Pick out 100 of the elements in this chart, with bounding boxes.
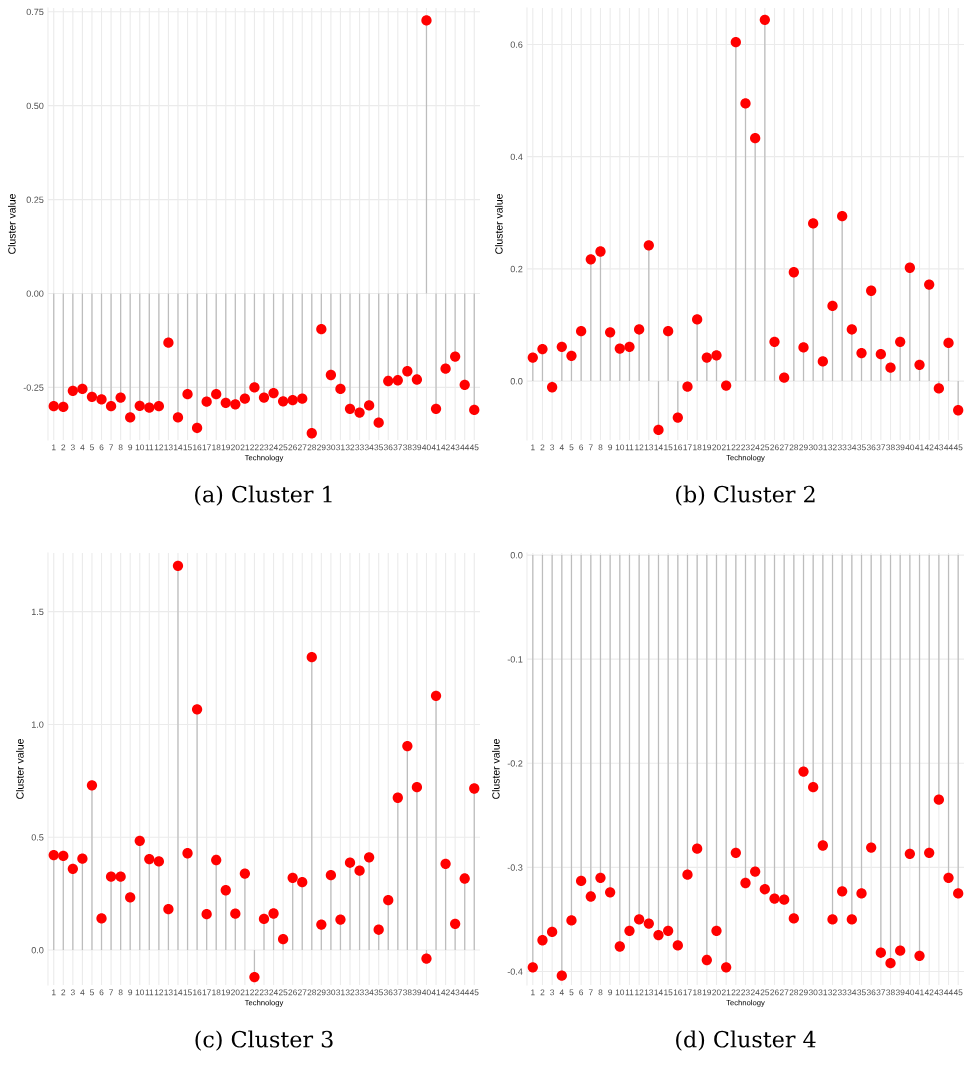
x-tick-label: 7: [109, 444, 113, 451]
x-tick-label: 12: [154, 989, 164, 996]
x-tick-label: 9: [608, 444, 613, 451]
x-tick-label: 27: [779, 444, 789, 451]
x-tick-label: 40: [422, 444, 431, 451]
y-axis-title: Cluster value: [495, 194, 503, 254]
x-tick-label: 18: [693, 444, 702, 451]
x-tick-label: 24: [750, 989, 760, 996]
x-tick-label: 40: [905, 444, 915, 451]
x-tick-label: 15: [183, 444, 192, 451]
y-tick-label: -0.2: [507, 760, 523, 767]
y-tick-label: 0.6: [510, 41, 523, 48]
x-tick-label: 36: [383, 444, 393, 451]
x-tick-label: 38: [403, 989, 412, 996]
x-tick-label: 30: [326, 444, 336, 451]
x-tick-label: 34: [364, 444, 374, 451]
x-tick-label: 22: [250, 989, 259, 996]
x-tick-label: 16: [673, 444, 683, 451]
x-tick-label: 23: [259, 989, 269, 996]
x-tick-label: 33: [837, 444, 847, 451]
x-tick-label: 44: [460, 989, 470, 996]
x-tick-label: 32: [345, 444, 355, 451]
x-tick-label: 30: [808, 444, 818, 451]
x-tick-label: 36: [866, 444, 876, 451]
x-tick-label: 20: [712, 989, 721, 996]
x-tick-label: 39: [895, 989, 905, 996]
x-tick-label: 35: [374, 989, 383, 996]
x-tick-label: 43: [934, 989, 944, 996]
y-axis-title: Cluster value: [492, 739, 500, 799]
x-tick-label: 31: [818, 989, 828, 996]
x-tick-label: 35: [857, 444, 866, 451]
x-tick-label: 12: [635, 989, 644, 996]
x-tick-label: 44: [944, 444, 953, 451]
x-tick-label: 20: [231, 989, 240, 996]
x-tick-label: 29: [317, 989, 326, 996]
x-tick-label: 37: [876, 444, 886, 451]
x-tick-label: 15: [664, 989, 673, 996]
x-tick-label: 16: [673, 989, 683, 996]
y-tick-label: 0.75: [26, 8, 44, 16]
x-tick-label: 20: [712, 444, 721, 451]
x-tick-label: 17: [683, 989, 692, 996]
x-tick-label: 11: [625, 989, 634, 996]
x-tick-label: 19: [702, 444, 712, 451]
x-tick-label: 32: [828, 989, 837, 996]
x-tick-label: 40: [422, 989, 431, 996]
x-tick-label: 34: [364, 989, 374, 996]
x-tick-label: 35: [857, 989, 866, 996]
x-tick-label: 42: [441, 989, 450, 996]
x-tick-label: 10: [615, 989, 625, 996]
y-tick-label: 0.5: [31, 834, 44, 841]
x-tick-label: 17: [202, 989, 211, 996]
x-tick-label: 44: [944, 989, 953, 996]
x-tick-label: 3: [550, 444, 555, 451]
x-tick-label: 39: [412, 444, 422, 451]
x-tick-label: 31: [818, 444, 828, 451]
x-tick-label: 7: [588, 989, 593, 996]
x-tick-label: 5: [89, 444, 94, 451]
x-tick-label: 4: [559, 989, 564, 996]
x-tick-label: 18: [693, 989, 702, 996]
x-tick-label: 41: [915, 989, 924, 996]
x-tick-label: 28: [307, 989, 317, 996]
x-tick-label: 14: [173, 444, 183, 451]
x-tick-label: 13: [644, 989, 654, 996]
x-tick-label: 13: [644, 444, 654, 451]
x-tick-label: 18: [212, 989, 221, 996]
x-tick-label: 3: [70, 444, 75, 451]
x-tick-label: 41: [431, 989, 441, 996]
text: (a) Cluster 1: [195, 485, 332, 506]
x-tick-label: 38: [403, 444, 412, 451]
y-tick-label: 0.2: [510, 265, 523, 273]
x-tick-label: 21: [721, 989, 731, 996]
x-tick-label: 11: [145, 444, 154, 451]
x-tick-label: 9: [608, 989, 613, 996]
x-tick-label: 45: [469, 989, 479, 996]
x-tick-label: 26: [770, 989, 779, 996]
y-axis-title: Cluster value: [16, 739, 24, 799]
y-tick-label: 0.25: [26, 196, 44, 203]
x-tick-label: 8: [598, 444, 603, 451]
x-tick-label: 42: [441, 444, 450, 451]
x-tick-label: 11: [625, 444, 634, 451]
y-tick-label: -0.3: [507, 864, 523, 871]
x-tick-label: 9: [128, 989, 133, 996]
x-tick-label: 14: [654, 989, 663, 996]
x-tick-label: 25: [760, 989, 770, 996]
x-tick-label: 26: [288, 989, 297, 996]
x-tick-label: 37: [393, 444, 403, 451]
x-tick-label: 23: [741, 989, 750, 996]
x-tick-label: 16: [193, 444, 202, 451]
x-tick-label: 31: [336, 444, 345, 451]
x-tick-label: 28: [789, 989, 799, 996]
x-tick-label: 6: [579, 444, 584, 451]
x-tick-label: 21: [240, 989, 250, 996]
x-tick-label: 12: [154, 444, 164, 451]
x-tick-label: 23: [259, 444, 269, 451]
x-tick-label: 17: [683, 444, 692, 451]
y-axis-title: Cluster value: [7, 194, 16, 254]
x-tick-label: 22: [250, 444, 259, 451]
x-tick-label: 32: [828, 444, 837, 451]
x-tick-label: 23: [741, 444, 750, 451]
x-tick-label: 41: [431, 444, 441, 451]
